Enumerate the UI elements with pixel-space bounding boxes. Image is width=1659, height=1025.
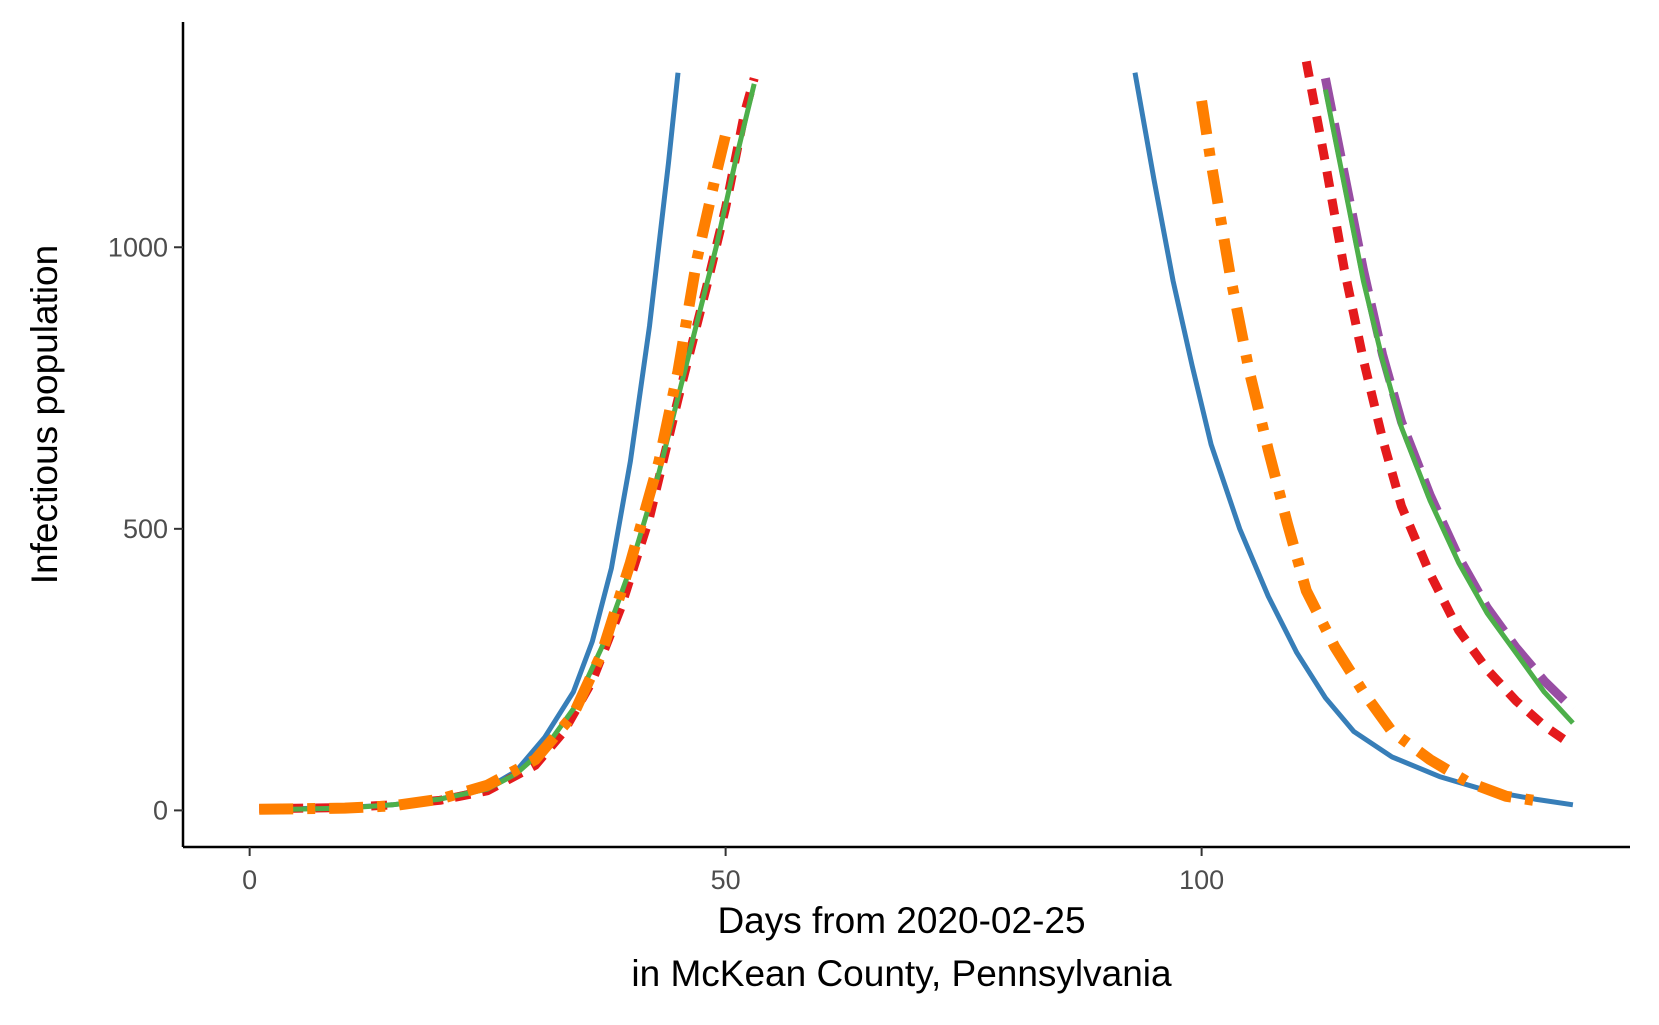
series-4-line-segment-2 — [1322, 89, 1575, 725]
y-axis-title: Infectious population — [24, 245, 65, 584]
series-layer — [259, 60, 1577, 815]
x-axis-ticks: 0 50 100 — [242, 847, 1224, 895]
y-tick-label: 1000 — [108, 232, 168, 262]
y-axis-ticks: 0 500 1000 — [108, 232, 183, 825]
y-tick-label: 0 — [153, 795, 168, 825]
series-2-line-segment-2 — [1301, 60, 1576, 750]
series-5-line-segment-2 — [1196, 99, 1546, 808]
x-tick-label: 100 — [1179, 865, 1224, 895]
x-tick-label: 0 — [242, 865, 257, 895]
series-5-line-segment-1 — [259, 133, 731, 815]
series-1-line-segment-2 — [1132, 72, 1574, 808]
x-axis-title-line2: in McKean County, Pennsylvania — [631, 953, 1172, 994]
x-axis-title-line1: Days from 2020-02-25 — [717, 900, 1085, 941]
y-tick-label: 500 — [123, 514, 168, 544]
x-tick-label: 50 — [711, 865, 741, 895]
